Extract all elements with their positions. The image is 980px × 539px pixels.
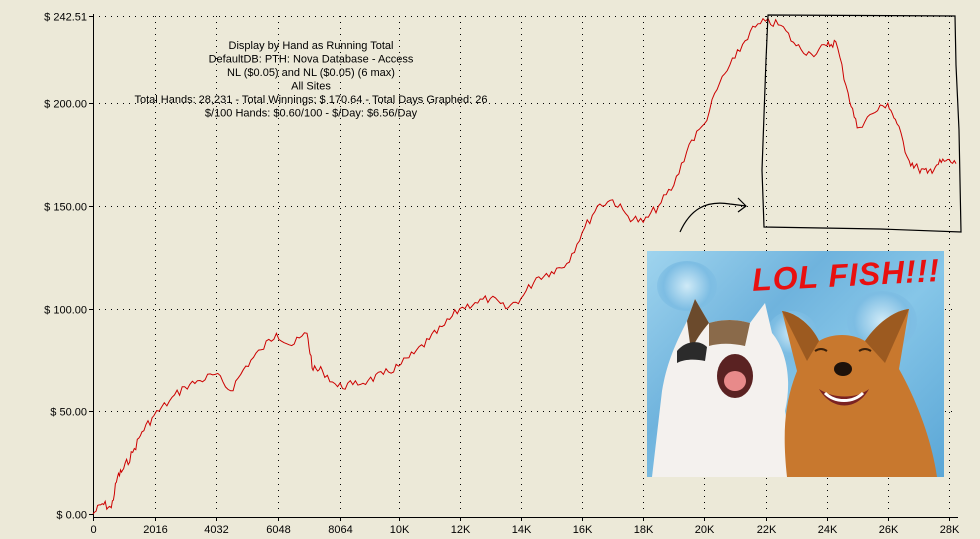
annotation-box bbox=[761, 14, 962, 233]
info-line: NL ($0.05) and NL ($0.05) (6 max) bbox=[227, 67, 395, 79]
x-tick-label: 6048 bbox=[266, 524, 290, 536]
x-axis-ticks: 0 2016 4032 6048 8064 10K 12K 14K 16K 18K 20K 22K 24… bbox=[90, 517, 960, 536]
x-tick-label: 4032 bbox=[204, 524, 228, 536]
info-line: Display by Hand as Running Total bbox=[229, 40, 394, 52]
x-tick-label: 12K bbox=[451, 524, 471, 536]
y-tick-label: $ 242.51 bbox=[44, 12, 87, 24]
y-axis-ticks: $ 0.00 $ 50.00 $ 100.00 $ 150.00 $ 200.00 $ 2… bbox=[44, 12, 93, 522]
x-tick-label: 10K bbox=[390, 524, 410, 536]
annotation-arrow bbox=[679, 197, 747, 233]
cat-illustration bbox=[652, 299, 937, 477]
hand-drawn-annotation bbox=[679, 14, 962, 233]
x-tick-label: 18K bbox=[634, 524, 654, 536]
x-tick-label: 8064 bbox=[328, 524, 352, 536]
y-tick-label: $ 200.00 bbox=[44, 99, 87, 111]
y-tick-label: $ 0.00 bbox=[56, 510, 87, 522]
axes bbox=[93, 14, 958, 518]
y-tick-label: $ 50.00 bbox=[50, 407, 87, 419]
x-tick-label: 26K bbox=[879, 524, 899, 536]
x-tick-label: 0 bbox=[90, 524, 96, 536]
y-tick-label: $ 100.00 bbox=[44, 305, 87, 317]
x-tick-label: 16K bbox=[573, 524, 593, 536]
y-tick-label: $ 150.00 bbox=[44, 202, 87, 214]
running-total-line bbox=[92, 17, 957, 515]
info-line: All Sites bbox=[291, 81, 331, 93]
info-line: $/100 Hands: $0.60/100 - $/Day: $6.56/Da… bbox=[205, 108, 418, 120]
x-tick-label: 24K bbox=[818, 524, 838, 536]
x-tick-label: 28K bbox=[940, 524, 960, 536]
info-line: Total Hands: 28,231 - Total Winnings: $ … bbox=[134, 94, 487, 106]
x-tick-label: 14K bbox=[512, 524, 532, 536]
x-tick-label: 2016 bbox=[143, 524, 167, 536]
x-tick-label: 22K bbox=[757, 524, 777, 536]
chart-info-block: Display by Hand as Running Total DefaultD… bbox=[134, 40, 487, 120]
x-tick-label: 20K bbox=[695, 524, 715, 536]
meme-photo: LOL FISH!!! bbox=[647, 251, 944, 477]
info-line: DefaultDB: PTH: Nova Database - Access bbox=[209, 54, 414, 66]
